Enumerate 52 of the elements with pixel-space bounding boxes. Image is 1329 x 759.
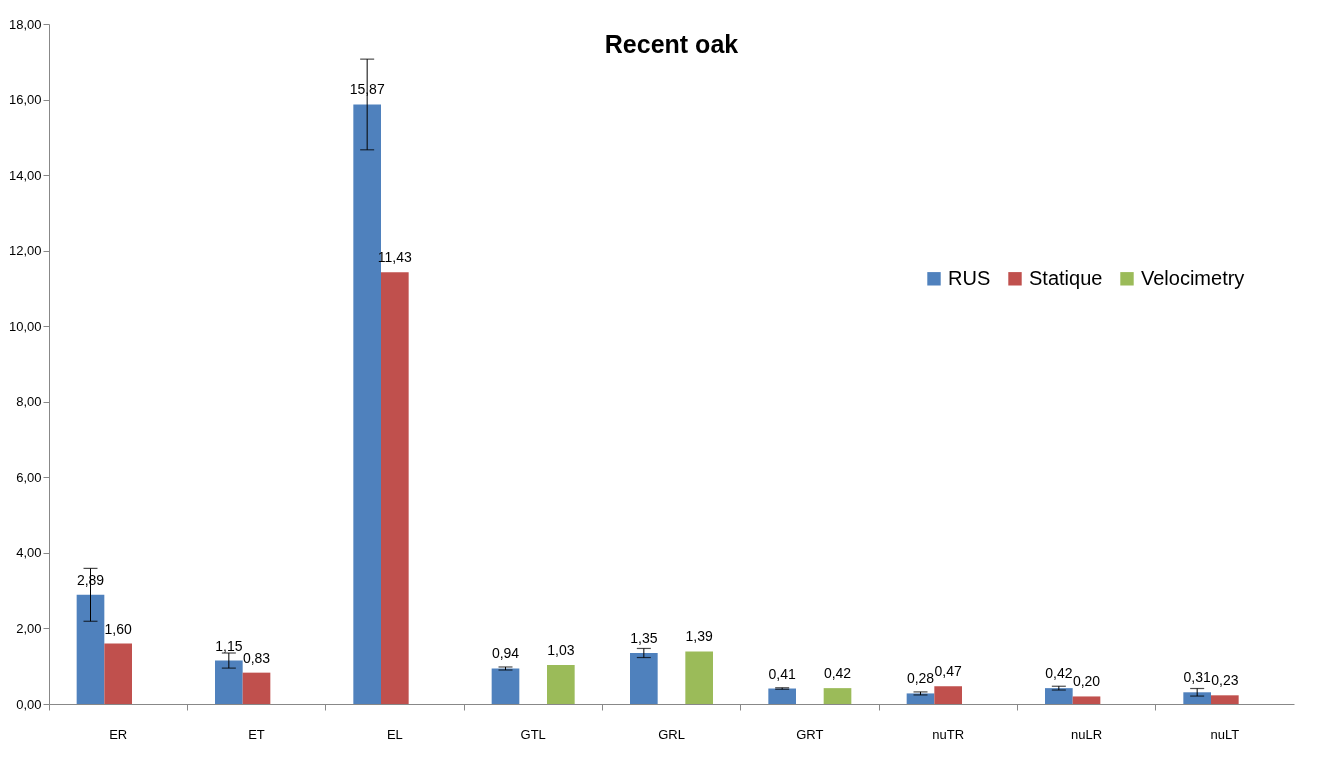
bar <box>242 672 271 704</box>
y-tick-label: 8,00 <box>16 394 42 410</box>
legend-label: Velocimetry <box>1141 266 1245 289</box>
y-tick-label: 12,00 <box>8 243 42 259</box>
legend-label: RUS <box>948 266 991 289</box>
x-tick-label: nuLT <box>1210 726 1240 742</box>
bar <box>1211 695 1239 704</box>
y-tick-label: 16,00 <box>8 92 42 108</box>
data-label: 1,03 <box>547 642 575 659</box>
y-tick-label: 18,00 <box>8 16 42 32</box>
bar <box>381 272 409 704</box>
bar <box>685 651 713 704</box>
data-label: 0,42 <box>1045 665 1073 682</box>
bar <box>768 688 796 704</box>
data-label: 0,83 <box>242 649 271 666</box>
bar <box>1072 696 1101 704</box>
y-tick-label: 4,00 <box>16 545 42 561</box>
bar <box>547 665 575 704</box>
y-tick-label: 10,00 <box>8 318 42 334</box>
y-tick-label: 14,00 <box>8 167 42 183</box>
bar <box>491 668 520 704</box>
data-label: 0,28 <box>906 670 935 687</box>
data-label: 0,41 <box>768 665 796 682</box>
data-label: 1,15 <box>215 637 243 654</box>
y-tick-label: 0,00 <box>16 696 42 712</box>
bar <box>215 660 243 704</box>
y-tick-label: 2,00 <box>16 620 42 636</box>
x-tick-label: GTL <box>520 726 546 742</box>
data-label: 0,23 <box>1211 672 1239 689</box>
data-label: 1,60 <box>104 620 132 637</box>
data-label: 0,20 <box>1072 673 1101 690</box>
x-tick-label: EL <box>386 726 403 742</box>
bar <box>630 653 658 704</box>
data-label: 0,42 <box>823 665 852 682</box>
x-tick-label: GRT <box>796 726 824 742</box>
chart-title: Recent oak <box>604 30 739 58</box>
x-tick-label: ER <box>109 726 128 742</box>
bar <box>934 686 962 704</box>
x-tick-label: ET <box>248 726 265 742</box>
data-label: 0,94 <box>491 645 520 662</box>
bar <box>104 643 132 704</box>
x-tick-label: nuTR <box>932 726 965 742</box>
data-label: 0,47 <box>934 663 962 680</box>
data-label: 1,39 <box>685 628 713 645</box>
data-label: 1,35 <box>630 630 658 646</box>
legend-label: Statique <box>1029 266 1103 289</box>
bar <box>823 688 852 704</box>
bar <box>76 594 105 704</box>
data-label: 0,31 <box>1183 669 1211 686</box>
y-tick-label: 6,00 <box>16 469 42 485</box>
x-tick-label: GRL <box>658 726 685 742</box>
x-tick-label: nuLR <box>1070 726 1103 742</box>
